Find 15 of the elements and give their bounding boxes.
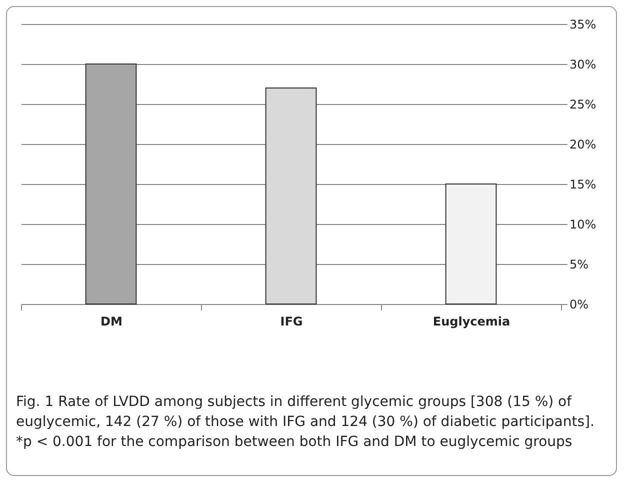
- bar: [265, 88, 317, 304]
- y-tick-label: 35%: [570, 18, 596, 32]
- bar: [85, 64, 137, 304]
- bar: [445, 184, 497, 304]
- y-tick-label: 10%: [570, 218, 596, 232]
- y-tick-label: 15%: [570, 178, 596, 192]
- caption: Fig. 1 Rate of LVDD among subjects in different glycemic groups [308 (15 %) of euglycemic, 142 (27 %) of those with IFG and 124 (30 %) of diabetic participants]. *p < 0.001 for the comparison between both IFG and DM to euglycemic groups: [16, 393, 596, 452]
- x-tick-label: DM: [100, 314, 122, 328]
- x-tick-label: IFG: [280, 314, 303, 328]
- y-tick-label: 25%: [570, 98, 596, 112]
- y-tick-label: 0%: [570, 298, 589, 312]
- y-tick-label: 20%: [570, 138, 596, 152]
- y-tick-label: 30%: [570, 58, 596, 72]
- x-tick-label: Euglycemia: [432, 314, 510, 328]
- y-tick-label: 5%: [570, 258, 589, 272]
